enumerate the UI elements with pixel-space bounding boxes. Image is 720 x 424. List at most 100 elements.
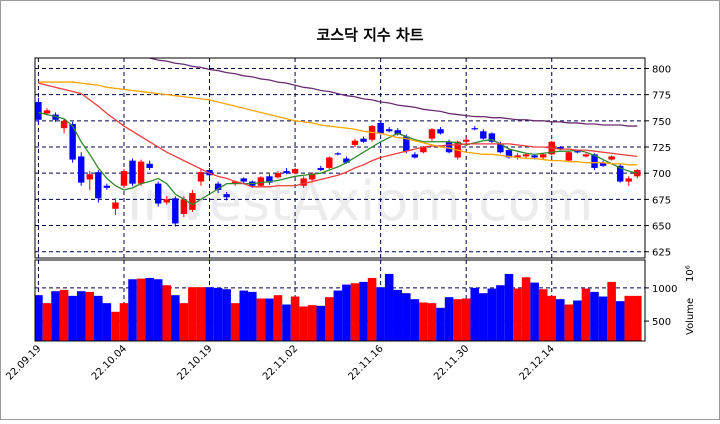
volume-bar <box>538 289 548 341</box>
candle-body <box>257 177 265 186</box>
volume-bar <box>419 302 428 341</box>
volume-bar <box>453 299 462 341</box>
candle-body <box>591 154 598 168</box>
moving-average-line <box>38 82 638 188</box>
volume-bar <box>470 287 480 341</box>
candle-body <box>522 154 530 157</box>
volume-border <box>34 259 646 342</box>
candle-body <box>214 183 222 190</box>
volume-bar <box>299 306 308 341</box>
candle-body <box>334 153 342 155</box>
volume-bar <box>76 291 86 341</box>
candle-body <box>557 147 564 150</box>
volume-bar <box>436 307 445 341</box>
volume-bar <box>573 300 582 341</box>
volume-bar <box>607 281 616 341</box>
volume-bar <box>179 303 189 341</box>
volume-bar <box>265 298 274 341</box>
candle-body <box>514 155 521 158</box>
y-tick-label: 675 <box>652 195 671 206</box>
volume-bar <box>35 295 43 341</box>
candle-body <box>531 155 538 158</box>
volume-bar <box>256 298 266 341</box>
candle-body <box>317 167 324 171</box>
volume-bar <box>547 295 557 341</box>
candle-body <box>43 110 51 114</box>
volume-bar <box>68 295 77 341</box>
candle-body <box>197 172 205 182</box>
volume-bar <box>461 298 471 341</box>
volume-bar <box>513 288 522 341</box>
volume-bar <box>196 287 206 341</box>
candle-body <box>300 178 307 186</box>
candle-body <box>231 181 239 184</box>
watermark: InvestAxiom.com <box>127 170 594 233</box>
candle-body <box>103 185 111 188</box>
volume-bar <box>128 279 137 341</box>
volume-bar <box>444 297 454 341</box>
volume-bar <box>402 293 411 341</box>
volume-scale-label: 10⁶ <box>685 265 696 282</box>
volume-bar <box>102 303 112 341</box>
volume-bar <box>119 303 129 341</box>
volume-bar <box>393 289 403 341</box>
volume-bar <box>248 291 257 341</box>
volume-bar <box>496 285 505 341</box>
y-tick-label: 1000 <box>652 284 677 295</box>
volume-bar <box>282 304 291 341</box>
price-border <box>34 57 646 259</box>
candle-body <box>634 170 641 177</box>
candle-body <box>360 138 367 142</box>
candle-body <box>146 163 153 168</box>
volume-bar <box>239 290 249 341</box>
volume-bar <box>136 278 146 341</box>
candle-body <box>266 176 273 183</box>
candle-body <box>274 173 282 178</box>
volume-bar <box>556 299 565 341</box>
y-tick-label: 700 <box>652 169 671 180</box>
candle-body <box>385 129 393 132</box>
volume-bar <box>384 273 394 341</box>
candle-body <box>582 154 590 157</box>
candle-body <box>488 133 496 142</box>
moving-average-line <box>38 81 638 166</box>
candle-body <box>411 154 419 158</box>
y-tick-label: 725 <box>652 143 671 154</box>
candle-body <box>565 152 573 161</box>
candle-body <box>420 147 427 153</box>
volume-bar <box>171 295 180 341</box>
candle-body <box>471 128 478 130</box>
volume-panel <box>35 260 645 341</box>
volume-bar <box>188 287 197 341</box>
volume-bar <box>111 311 120 341</box>
candle-body <box>574 151 581 153</box>
candle-body <box>308 174 316 180</box>
volume-bar <box>325 297 334 341</box>
candle-body <box>223 194 230 198</box>
y-tick-label: 625 <box>652 248 671 259</box>
candle-body <box>291 168 299 174</box>
volume-bar <box>350 283 360 341</box>
moving-average-line <box>144 58 638 127</box>
candle-body <box>351 140 359 145</box>
volume-bar <box>504 273 514 341</box>
volume-axis-label: Volume <box>685 298 696 335</box>
candle-body <box>60 120 68 129</box>
candle-body <box>505 150 513 158</box>
volume-bar <box>376 287 385 341</box>
volume-bar <box>487 288 497 341</box>
volume-bar <box>633 295 642 341</box>
candle-body <box>480 131 487 139</box>
volume-bar <box>410 299 420 341</box>
moving-average-line <box>38 111 638 206</box>
candle-body <box>86 174 93 180</box>
volume-bar <box>307 305 317 341</box>
candle-body <box>403 136 410 152</box>
candle-body <box>539 154 547 158</box>
candle-body <box>129 160 136 184</box>
candle-body <box>326 157 333 168</box>
candle-body <box>462 139 470 142</box>
volume-bar <box>230 303 240 341</box>
y-tick-label: 500 <box>652 317 671 328</box>
